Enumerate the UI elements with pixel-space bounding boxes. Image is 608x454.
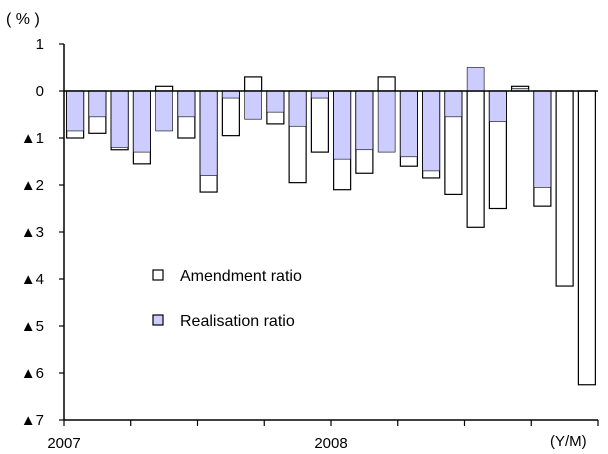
realisation-bar-7: [199, 90, 218, 176]
amendment-bar-9: [244, 76, 263, 92]
amendment-bar-15: [377, 76, 396, 92]
realisation-bar-1: [66, 90, 84, 132]
y-tick-label: ▲1: [21, 130, 44, 147]
x-tick-label: 2008: [314, 435, 347, 452]
realisation-bars: [66, 67, 552, 188]
realisation-bar-10: [266, 90, 285, 113]
realisation-bar-11: [288, 90, 307, 127]
realisation-bar-5: [155, 90, 173, 132]
realisation-bar-13: [333, 90, 351, 160]
realisation-bar-9: [244, 90, 262, 120]
y-tick-label: ▲3: [21, 224, 44, 241]
realisation-bar-2: [88, 90, 107, 118]
amendment-bar-19: [466, 90, 485, 228]
realisation-bar-4: [133, 90, 151, 153]
legend-label-realisation: Realisation ratio: [180, 313, 295, 330]
realisation-bar-17: [422, 90, 440, 172]
x-axis-ticks: 2007 2008: [47, 420, 599, 452]
realisation-bar-8: [222, 90, 240, 99]
realisation-bar-12: [311, 90, 329, 99]
y-unit-label: ( % ): [6, 11, 40, 28]
y-tick-label: ▲4: [21, 271, 44, 288]
y-tick-label: ▲5: [21, 318, 44, 335]
realisation-bar-19: [466, 67, 485, 92]
realisation-bar-15: [377, 90, 396, 153]
legend-swatch-realisation: [152, 314, 164, 326]
legend-label-amendment: Amendment ratio: [180, 268, 302, 285]
legend: Amendment ratio Realisation ratio: [152, 268, 302, 330]
realisation-bar-14: [355, 90, 374, 151]
x-unit-label: (Y/M): [550, 433, 587, 450]
legend-swatch-amendment: [152, 269, 164, 281]
realisation-bar-6: [177, 90, 196, 118]
y-tick-label: 0: [36, 83, 44, 100]
x-tick-label: 2007: [47, 435, 80, 452]
y-tick-label: ▲2: [21, 177, 44, 194]
amendment-bar-23: [555, 90, 574, 287]
realisation-bar-3: [110, 90, 129, 148]
realisation-bar-18: [444, 90, 463, 118]
realisation-bar-16: [400, 90, 418, 158]
y-tick-label: ▲6: [21, 365, 44, 382]
amendment-bar-24: [577, 90, 596, 386]
y-tick-label: 1: [36, 36, 44, 53]
y-tick-label: ▲7: [21, 412, 44, 429]
amendment-bar-12: [310, 90, 329, 153]
realisation-bar-20: [489, 90, 507, 122]
realisation-bar-22: [533, 90, 552, 188]
y-axis-ticks: 1 0 ▲1 ▲2 ▲3 ▲4 ▲5 ▲6 ▲7: [21, 36, 64, 429]
